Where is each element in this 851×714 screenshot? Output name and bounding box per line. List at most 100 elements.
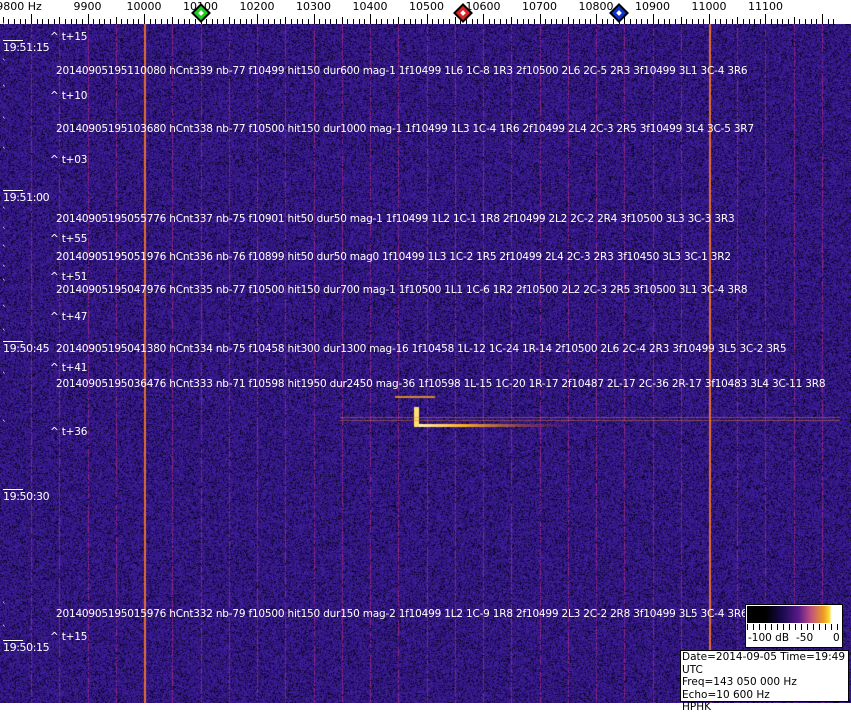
frequency-tick xyxy=(93,19,94,24)
frequency-tick-label: 10600 xyxy=(465,0,501,13)
frequency-tick xyxy=(636,19,637,24)
event-tick-icon: ` xyxy=(2,207,7,217)
frequency-tick xyxy=(319,19,320,24)
time-label: 19:50:30 xyxy=(3,489,50,503)
detection-record: 20140905195015976 hCnt332 nb-79 f10500 h… xyxy=(56,608,748,620)
frequency-tick xyxy=(794,17,795,24)
info-date-time: Date=2014-09-05 Time=19:49 UTC xyxy=(682,651,846,676)
frequency-tick xyxy=(297,19,298,24)
frequency-tick xyxy=(88,14,89,24)
frequency-tick xyxy=(54,19,55,24)
frequency-tick xyxy=(568,17,569,24)
time-label: 19:51:00 xyxy=(3,190,50,204)
frequency-tick xyxy=(777,19,778,24)
frequency-tick xyxy=(370,14,371,24)
frequency-tick xyxy=(466,19,467,24)
frequency-tick xyxy=(342,17,343,24)
frequency-tick xyxy=(398,17,399,24)
frequency-tick xyxy=(427,14,428,24)
frequency-tick xyxy=(359,19,360,24)
frequency-tick-label: 10900 xyxy=(635,0,670,13)
frequency-tick xyxy=(686,19,687,24)
frequency-tick xyxy=(184,19,185,24)
frequency-tick xyxy=(754,19,755,24)
frequency-tick xyxy=(155,19,156,24)
frequency-tick xyxy=(161,19,162,24)
frequency-tick xyxy=(698,19,699,24)
frequency-tick xyxy=(353,19,354,24)
frequency-tick xyxy=(302,19,303,24)
frequency-tick xyxy=(590,19,591,24)
colorbar-label-mid: -50 xyxy=(796,632,814,644)
frequency-tick xyxy=(291,19,292,24)
frequency-tick xyxy=(647,19,648,24)
event-tick-icon: ` xyxy=(2,602,7,612)
frequency-tick-label: 11100 xyxy=(748,0,783,13)
frequency-tick-label: 10400 xyxy=(352,0,388,13)
frequency-tick xyxy=(415,19,416,24)
waterfall-spectrogram[interactable] xyxy=(0,24,851,703)
frequency-tick xyxy=(585,19,586,24)
frequency-tick xyxy=(534,19,535,24)
frequency-tick xyxy=(624,17,625,24)
frequency-tick xyxy=(234,19,235,24)
frequency-tick xyxy=(551,19,552,24)
frequency-tick-label: 11000 xyxy=(691,0,727,13)
event-tick-icon: ` xyxy=(2,147,7,157)
frequency-tick xyxy=(715,19,716,24)
frequency-tick xyxy=(630,19,631,24)
frequency-tick xyxy=(517,19,518,24)
detection-record: 20140905195103680 hCnt338 nb-77 f10500 h… xyxy=(56,123,754,135)
frequency-tick xyxy=(556,19,557,24)
frequency-tick xyxy=(14,19,15,24)
frequency-tick xyxy=(641,19,642,24)
frequency-tick xyxy=(743,19,744,24)
frequency-tick xyxy=(410,19,411,24)
frequency-tick xyxy=(116,17,117,24)
frequency-tick xyxy=(664,19,665,24)
time-label: 19:50:15 xyxy=(3,640,50,654)
event-tick-icon: ` xyxy=(2,305,7,315)
frequency-tick xyxy=(257,14,258,24)
frequency-tick xyxy=(133,19,134,24)
frequency-tick xyxy=(822,14,823,24)
frequency-tick xyxy=(59,17,60,24)
event-tick-icon: ` xyxy=(2,279,7,289)
interval-label: ^ t+47 xyxy=(50,311,88,323)
frequency-tick xyxy=(308,19,309,24)
frequency-tick xyxy=(48,19,49,24)
frequency-tick xyxy=(737,17,738,24)
frequency-tick xyxy=(421,19,422,24)
frequency-tick xyxy=(127,19,128,24)
frequency-tick xyxy=(195,19,196,24)
frequency-tick xyxy=(523,19,524,24)
frequency-tick xyxy=(20,19,21,24)
frequency-tick xyxy=(828,19,829,24)
frequency-tick-label: 10200 xyxy=(239,0,275,13)
frequency-tick-label: 10800 xyxy=(578,0,614,13)
frequency-tick xyxy=(31,14,32,24)
frequency-tick xyxy=(460,19,461,24)
frequency-tick xyxy=(387,19,388,24)
frequency-tick xyxy=(506,19,507,24)
info-echo: Echo=10 600 Hz xyxy=(682,688,770,701)
frequency-tick xyxy=(562,19,563,24)
detection-record: 20140905195047976 hCnt335 nb-77 f10500 h… xyxy=(56,284,748,296)
color-scale-gradient xyxy=(747,606,841,623)
frequency-tick-label: 9900 xyxy=(73,0,102,13)
frequency-tick xyxy=(178,19,179,24)
colorbar-label-max: 0 xyxy=(833,632,840,644)
frequency-tick xyxy=(455,17,456,24)
frequency-tick xyxy=(573,19,574,24)
detection-record: 20140905195036476 hCnt333 nb-71 f10598 h… xyxy=(56,378,826,390)
event-tick-icon: ` xyxy=(2,420,7,430)
frequency-tick xyxy=(805,19,806,24)
frequency-tick xyxy=(545,19,546,24)
colorbar-label-min: -100 dB xyxy=(748,632,790,644)
frequency-tick xyxy=(104,19,105,24)
frequency-tick xyxy=(314,14,315,24)
info-box: Date=2014-09-05 Time=19:49 UTC Freq=143 … xyxy=(680,650,849,713)
frequency-tick xyxy=(443,19,444,24)
frequency-tick xyxy=(726,19,727,24)
frequency-tick xyxy=(246,19,247,24)
